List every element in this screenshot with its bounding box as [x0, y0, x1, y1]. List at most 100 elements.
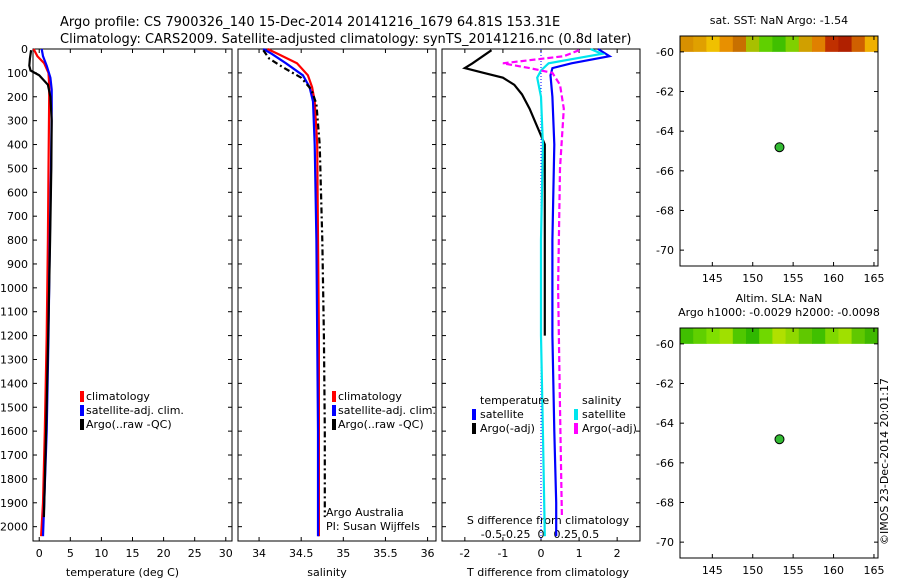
lat-tick-label: -68 — [656, 496, 674, 509]
series-line-satellite-adj-clim- — [262, 48, 320, 537]
lat-tick-label: -62 — [656, 86, 674, 99]
band-cell — [838, 36, 853, 52]
band-cell — [864, 36, 879, 52]
legend-label: Argo(-adj) — [480, 422, 535, 435]
band-cell — [838, 328, 853, 344]
legend-swatch — [574, 423, 578, 434]
temperature-profile-panel: 0100200300400500600700800900100011001200… — [0, 43, 233, 579]
band-cell — [706, 328, 721, 344]
depth-tick-label: 900 — [7, 258, 28, 271]
band-cell — [772, 328, 787, 344]
legend-swatch — [80, 391, 84, 402]
legend-swatch — [472, 423, 476, 434]
t-diff-tick-label: -2 — [459, 547, 470, 560]
salinity-profile-panel: 34 34.5 35 35.5 36 salinity climatologysatelli… — [237, 48, 437, 579]
sst-map-panel: sat. SST: NaN Argo: -1.54 -60 -62 -64 -66 -68… — [656, 14, 884, 285]
map-title: sat. SST: NaN Argo: -1.54 — [710, 14, 848, 27]
depth-tick-label: 1200 — [0, 330, 28, 343]
x-axis-label: salinity — [307, 566, 347, 579]
legend-label: Argo(-adj) — [582, 422, 637, 435]
lat-tick-label: -70 — [656, 536, 674, 549]
band-cell — [719, 328, 734, 344]
lat-tick-label: -62 — [656, 378, 674, 391]
t-diff-tick-label: 1 — [576, 547, 583, 560]
depth-tick-label: 1300 — [0, 353, 28, 366]
x-tick-label: 34.5 — [289, 547, 314, 560]
lon-tick-label: 155 — [783, 564, 804, 577]
header-line-2: Climatology: CARS2009. Satellite-adjuste… — [60, 32, 632, 47]
float-annotation: PI: Susan Wijffels — [326, 520, 420, 533]
band-cell — [706, 36, 721, 52]
band-cell — [680, 328, 694, 344]
lat-tick-label: -66 — [656, 165, 674, 178]
legend-label: satellite — [582, 408, 626, 421]
map-frame — [679, 327, 879, 559]
band-cell — [693, 36, 707, 52]
s-diff-tick-label: 0 — [538, 528, 545, 541]
legend-swatch — [80, 405, 84, 416]
band-cell — [812, 36, 826, 52]
s-diff-tick-label: -0.5 — [481, 528, 502, 541]
lat-tick-label: -70 — [656, 244, 674, 257]
band-cell — [851, 328, 866, 344]
band-cell — [693, 328, 707, 344]
band-cell — [798, 328, 813, 344]
x-tick-label: 35 — [336, 547, 350, 560]
band-cell — [851, 36, 866, 52]
x-tick-label: 10 — [94, 547, 108, 560]
depth-tick-label: 500 — [7, 162, 28, 175]
lon-tick-label: 145 — [702, 272, 723, 285]
band-cell — [798, 36, 813, 52]
x-tick-label: 0 — [36, 547, 43, 560]
x-tick-label: 34 — [252, 547, 266, 560]
depth-tick-label: 1100 — [0, 306, 28, 319]
lon-tick-label: 155 — [783, 272, 804, 285]
lon-tick-label: 165 — [863, 564, 884, 577]
map-frame — [679, 35, 879, 267]
salinity-profile-frame — [237, 48, 437, 542]
legend-swatch — [80, 419, 84, 430]
legend-swatch — [472, 409, 476, 420]
depth-tick-label: 200 — [7, 91, 28, 104]
series-line-s-satellite — [536, 47, 606, 537]
lon-tick-label: 150 — [742, 564, 763, 577]
depth-tick-label: 1500 — [0, 401, 28, 414]
band-cell — [680, 36, 694, 52]
lat-tick-label: -64 — [656, 417, 674, 430]
header-line-1: Argo profile: CS 7900326_140 15-Dec-2014… — [60, 15, 560, 30]
t-diff-tick-label: 0 — [538, 547, 545, 560]
x-tick-label: 25 — [188, 547, 202, 560]
map-title: Altim. SLA: NaN — [736, 292, 823, 305]
float-position-marker — [774, 434, 785, 445]
legend-title: temperature — [480, 394, 549, 407]
s-diff-tick-label: 0.5 — [582, 528, 600, 541]
depth-tick-label: 2000 — [0, 521, 28, 534]
lat-tick-label: -68 — [656, 204, 674, 217]
x-axis-label: T difference from climatology — [466, 566, 629, 579]
series-line-climatology — [32, 48, 51, 537]
band-cell — [732, 328, 747, 344]
lon-tick-label: 160 — [823, 272, 844, 285]
lat-tick-label: -60 — [656, 46, 674, 59]
legend-swatch — [332, 405, 336, 416]
band-cell — [864, 328, 879, 344]
depth-tick-label: 600 — [7, 186, 28, 199]
depth-tick-label: 1600 — [0, 425, 28, 438]
x-tick-label: 20 — [157, 547, 171, 560]
legend-label: satellite — [480, 408, 524, 421]
depth-tick-label: 1000 — [0, 282, 28, 295]
series-line-argo — [28, 50, 53, 518]
lat-tick-label: -66 — [656, 457, 674, 470]
depth-tick-label: 1700 — [0, 449, 28, 462]
legend-label: climatology — [338, 390, 402, 403]
lon-tick-label: 165 — [863, 272, 884, 285]
difference-profile-panel: -2 -1 0 1 2 -0.5 -0.25 0 0.25 0.5S difference fro… — [441, 47, 641, 579]
x-axis-label: temperature (deg C) — [66, 566, 179, 579]
legend-swatch — [574, 409, 578, 420]
map-subtitle: Argo h1000: -0.0029 h2000: -0.0098 — [678, 306, 880, 319]
band-cell — [732, 36, 747, 52]
t-diff-tick-label: -1 — [497, 547, 508, 560]
lon-tick-label: 160 — [823, 564, 844, 577]
band-cell — [772, 36, 787, 52]
